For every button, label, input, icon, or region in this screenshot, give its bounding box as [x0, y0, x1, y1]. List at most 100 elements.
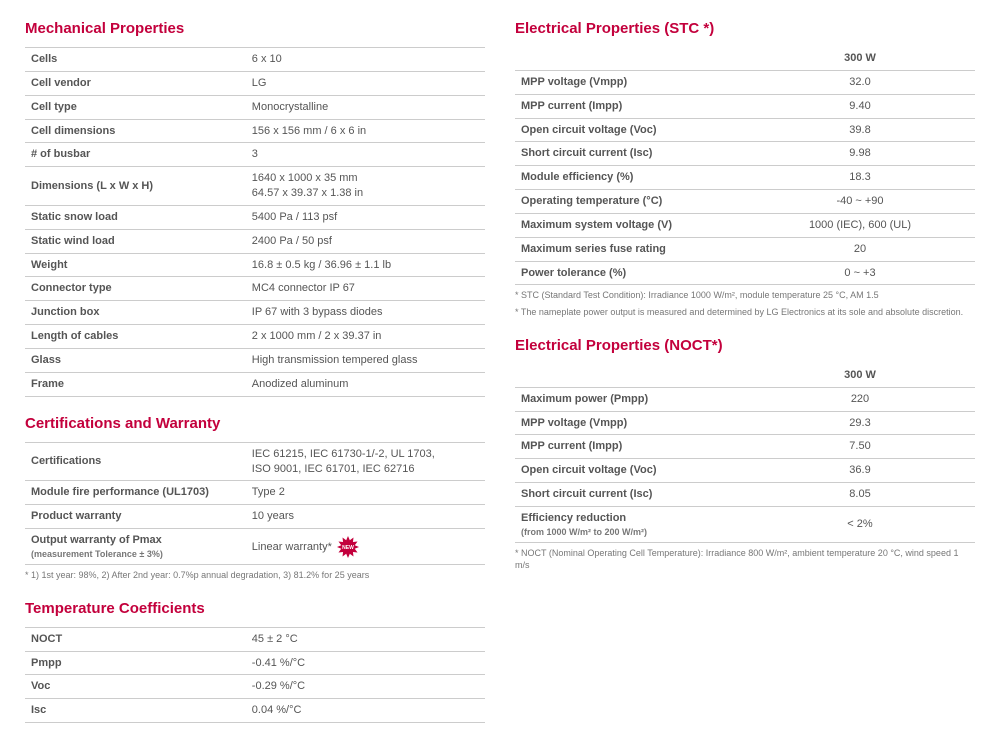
row-value: 0.04 %/°C	[246, 699, 485, 723]
row-value: IEC 61215, IEC 61730-1/-2, UL 1703,ISO 9…	[246, 442, 485, 481]
table-row: Cells6 x 10	[25, 48, 485, 72]
table-row: Static wind load2400 Pa / 50 psf	[25, 229, 485, 253]
row-label: NOCT	[25, 627, 246, 651]
columns-wrapper: Mechanical Properties Cells6 x 10Cell ve…	[25, 20, 975, 723]
row-label: Connector type	[25, 277, 246, 301]
row-value: 16.8 ± 0.5 kg / 36.96 ± 1.1 lb	[246, 253, 485, 277]
table-row: MPP current (Impp)7.50	[515, 435, 975, 459]
row-value: 39.8	[745, 118, 975, 142]
table-row: FrameAnodized aluminum	[25, 372, 485, 396]
temp-title: Temperature Coefficients	[25, 600, 485, 617]
row-label: Product warranty	[25, 505, 246, 529]
row-label: Length of cables	[25, 325, 246, 349]
row-label: Voc	[25, 675, 246, 699]
row-label: Cells	[25, 48, 246, 72]
stc-header: 300 W	[745, 47, 975, 70]
cert-table: CertificationsIEC 61215, IEC 61730-1/-2,…	[25, 442, 485, 565]
table-row: Open circuit voltage (Voc)39.8	[515, 118, 975, 142]
row-value: 220	[745, 387, 975, 411]
table-row: Maximum series fuse rating20	[515, 237, 975, 261]
row-value: 2 x 1000 mm / 2 x 39.37 in	[246, 325, 485, 349]
table-row: Weight16.8 ± 0.5 kg / 36.96 ± 1.1 lb	[25, 253, 485, 277]
row-label: Open circuit voltage (Voc)	[515, 459, 745, 483]
row-value: 18.3	[745, 166, 975, 190]
row-value: 2400 Pa / 50 psf	[246, 229, 485, 253]
row-label: Module fire performance (UL1703)	[25, 481, 246, 505]
table-row: Efficiency reduction(from 1000 W/m² to 2…	[515, 506, 975, 542]
table-row: Voc-0.29 %/°C	[25, 675, 485, 699]
table-row: # of busbar3	[25, 143, 485, 167]
row-label: Maximum series fuse rating	[515, 237, 745, 261]
table-row: Maximum power (Pmpp)220	[515, 387, 975, 411]
table-row: NOCT45 ± 2 °C	[25, 627, 485, 651]
table-row: Cell typeMonocrystalline	[25, 95, 485, 119]
row-value: High transmission tempered glass	[246, 348, 485, 372]
row-sublabel: (measurement Tolerance ± 3%)	[31, 548, 240, 560]
row-label: Output warranty of Pmax(measurement Tole…	[25, 529, 246, 565]
row-value: Linear warranty*NEW	[246, 529, 485, 565]
noct-table: 300 W Maximum power (Pmpp)220MPP voltage…	[515, 364, 975, 543]
table-row: Cell dimensions156 x 156 mm / 6 x 6 in	[25, 119, 485, 143]
row-value: 29.3	[745, 411, 975, 435]
row-label: Dimensions (L x W x H)	[25, 167, 246, 206]
stc-table: 300 W MPP voltage (Vmpp)32.0MPP current …	[515, 47, 975, 285]
row-label: Maximum system voltage (V)	[515, 213, 745, 237]
row-value: 3	[246, 143, 485, 167]
row-label: Efficiency reduction(from 1000 W/m² to 2…	[515, 506, 745, 542]
row-value: 1640 x 1000 x 35 mm64.57 x 39.37 x 1.38 …	[246, 167, 485, 206]
row-label: Certifications	[25, 442, 246, 481]
row-label: Cell type	[25, 95, 246, 119]
row-value: 10 years	[246, 505, 485, 529]
row-value: Type 2	[246, 481, 485, 505]
row-label: Operating temperature (°C)	[515, 190, 745, 214]
row-label: Maximum power (Pmpp)	[515, 387, 745, 411]
row-sublabel: (from 1000 W/m² to 200 W/m²)	[521, 526, 739, 538]
row-value: MC4 connector IP 67	[246, 277, 485, 301]
row-label: Short circuit current (Isc)	[515, 483, 745, 507]
row-value: -40 ~ +90	[745, 190, 975, 214]
row-label: MPP current (Impp)	[515, 94, 745, 118]
stc-footnote-1: * STC (Standard Test Condition): Irradia…	[515, 290, 975, 302]
table-row: Operating temperature (°C)-40 ~ +90	[515, 190, 975, 214]
stc-title: Electrical Properties (STC *)	[515, 20, 975, 37]
row-value: 156 x 156 mm / 6 x 6 in	[246, 119, 485, 143]
row-value: LG	[246, 71, 485, 95]
cert-title: Certifications and Warranty	[25, 415, 485, 432]
table-row: Cell vendorLG	[25, 71, 485, 95]
table-row: Connector typeMC4 connector IP 67	[25, 277, 485, 301]
table-row: Short circuit current (Isc)8.05	[515, 483, 975, 507]
table-row: CertificationsIEC 61215, IEC 61730-1/-2,…	[25, 442, 485, 481]
table-row: Maximum system voltage (V)1000 (IEC), 60…	[515, 213, 975, 237]
row-value: 5400 Pa / 113 psf	[246, 205, 485, 229]
table-row: Product warranty10 years	[25, 505, 485, 529]
table-row: Power tolerance (%)0 ~ +3	[515, 261, 975, 285]
table-row: Module fire performance (UL1703)Type 2	[25, 481, 485, 505]
row-value: 20	[745, 237, 975, 261]
mechanical-title: Mechanical Properties	[25, 20, 485, 37]
row-value: 9.40	[745, 94, 975, 118]
svg-text:NEW: NEW	[342, 545, 354, 551]
row-value: -0.29 %/°C	[246, 675, 485, 699]
mechanical-table: Cells6 x 10Cell vendorLGCell typeMonocry…	[25, 47, 485, 397]
table-row: Output warranty of Pmax(measurement Tole…	[25, 529, 485, 565]
row-value: 45 ± 2 °C	[246, 627, 485, 651]
table-row: GlassHigh transmission tempered glass	[25, 348, 485, 372]
table-row: Isc0.04 %/°C	[25, 699, 485, 723]
row-value: 9.98	[745, 142, 975, 166]
row-label: Cell dimensions	[25, 119, 246, 143]
table-row: MPP voltage (Vmpp)32.0	[515, 70, 975, 94]
row-value: < 2%	[745, 506, 975, 542]
row-value: 6 x 10	[246, 48, 485, 72]
row-value: IP 67 with 3 bypass diodes	[246, 301, 485, 325]
row-value: Monocrystalline	[246, 95, 485, 119]
row-value: 7.50	[745, 435, 975, 459]
row-label: Module efficiency (%)	[515, 166, 745, 190]
row-label: Junction box	[25, 301, 246, 325]
noct-footnote: * NOCT (Nominal Operating Cell Temperatu…	[515, 548, 975, 571]
table-row: Open circuit voltage (Voc)36.9	[515, 459, 975, 483]
row-label: Power tolerance (%)	[515, 261, 745, 285]
row-label: Weight	[25, 253, 246, 277]
table-row: Junction boxIP 67 with 3 bypass diodes	[25, 301, 485, 325]
stc-footnote-2: * The nameplate power output is measured…	[515, 307, 975, 319]
row-label: # of busbar	[25, 143, 246, 167]
